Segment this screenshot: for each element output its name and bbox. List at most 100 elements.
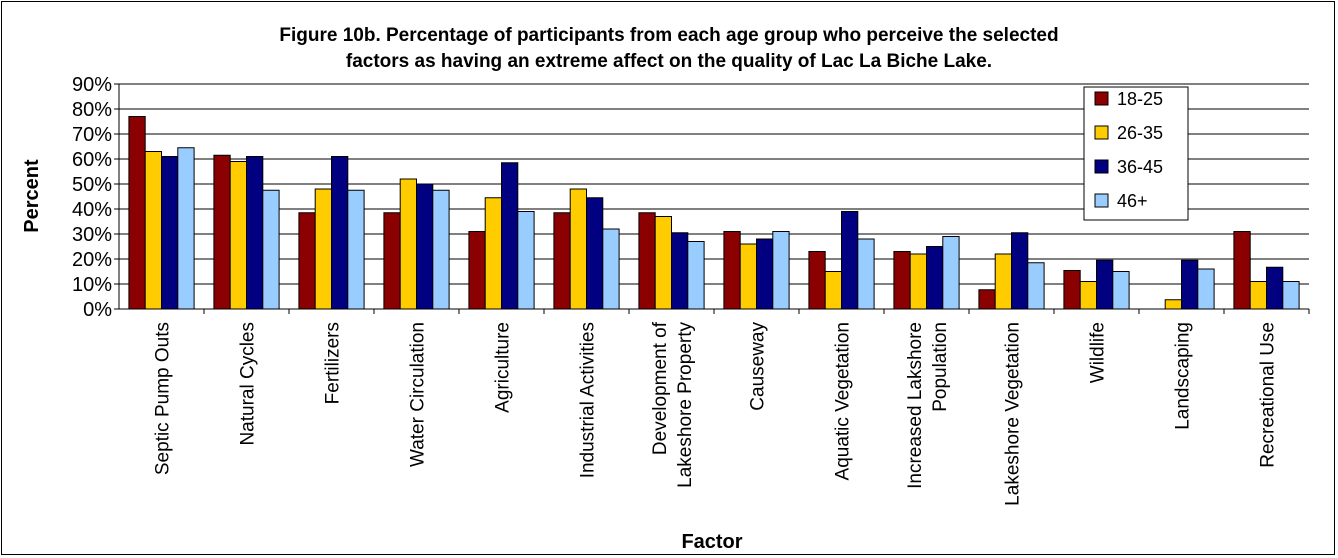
axes	[114, 83, 1310, 314]
y-tick-label: 90%	[72, 74, 112, 96]
x-axis-title: Factor	[681, 531, 742, 553]
bar-18-25	[1063, 270, 1081, 310]
bar-46+	[177, 147, 195, 310]
bar-46+	[347, 189, 365, 310]
bar-18-25	[978, 289, 996, 310]
x-category-label: Agriculture	[493, 322, 514, 413]
bar-26-35	[909, 253, 928, 310]
x-category-label: Septic Pump Outs	[153, 322, 174, 475]
bar-18-25	[553, 212, 571, 310]
bar-26-35	[314, 188, 333, 310]
x-category-label: Development of	[650, 321, 671, 455]
x-category-label: Landscaping	[1173, 322, 1194, 430]
chart-title-line-1: Figure 10b. Percentage of participants f…	[279, 25, 1058, 46]
bar-18-25	[638, 212, 656, 310]
x-category-label: Recreational Use	[1258, 322, 1279, 468]
bar-36-45	[1181, 259, 1199, 310]
bar-36-45	[926, 246, 944, 310]
bar-46+	[687, 241, 705, 310]
bar-18-25	[468, 231, 486, 310]
bar-46+	[942, 236, 960, 310]
bar-26-35	[399, 178, 418, 310]
bar-36-45	[161, 156, 179, 310]
bar-46+	[262, 189, 280, 310]
y-tick-label: 30%	[72, 224, 112, 246]
bar-18-25	[213, 154, 231, 310]
bar-36-45	[416, 183, 434, 310]
bar-36-45	[586, 197, 604, 310]
bar-26-35	[484, 197, 503, 310]
x-category-label: Water Circulation	[408, 322, 429, 467]
bar-26-35	[739, 243, 758, 310]
bar-46+	[1112, 271, 1130, 310]
chart-title-line-2: factors as having an extreme affect on t…	[346, 51, 992, 72]
legend-label: 26-35	[1117, 123, 1163, 143]
bar-26-35	[144, 151, 162, 310]
bar-26-35	[229, 161, 247, 310]
y-tick-labels: 0% 10% 20% 30% 40% 50% 60% 70% 80% 90%	[72, 74, 112, 321]
chart-title: Figure 10b. Percentage of participants f…	[279, 25, 1058, 72]
bar-26-35	[994, 253, 1013, 310]
bar-46+	[1197, 268, 1215, 310]
bar-46+	[857, 238, 875, 310]
bar-36-45	[1096, 259, 1114, 310]
x-category-label: Aquatic Vegetation	[833, 322, 854, 480]
bar-18-25	[298, 212, 316, 310]
y-tick-label: 0%	[83, 299, 112, 321]
x-category-label: Increased Lakshore	[905, 322, 926, 489]
bar-46+	[602, 228, 620, 310]
x-category-label: Lakeshore Vegetation	[1003, 322, 1024, 506]
legend-label: 46+	[1117, 191, 1148, 211]
bar-26-35	[824, 271, 843, 310]
bar-46+	[517, 211, 535, 310]
legend-swatch-18-25	[1094, 91, 1109, 106]
y-tick-label: 20%	[72, 249, 112, 271]
bar-46+	[772, 231, 790, 310]
bar-18-25	[383, 212, 401, 310]
bar-18-25	[808, 251, 826, 310]
bar-46+	[1282, 281, 1300, 310]
bar-36-45	[1011, 232, 1029, 310]
x-category-label: Causeway	[748, 322, 769, 411]
legend-swatch-46+	[1094, 193, 1109, 208]
bar-36-45	[756, 238, 774, 310]
y-tick-label: 10%	[72, 274, 112, 296]
x-category-label: Population	[930, 322, 951, 412]
bars	[128, 116, 1300, 310]
bar-26-35	[1249, 281, 1267, 310]
bar-36-45	[246, 156, 264, 310]
bar-18-25	[128, 116, 146, 310]
bar-36-45	[501, 162, 519, 310]
bar-36-45	[1266, 266, 1284, 310]
x-category-label: Fertilizers	[323, 322, 344, 404]
x-category-labels: Septic Pump Outs Natural Cycles Fertilizer…	[153, 321, 1279, 506]
bar-36-45	[841, 211, 859, 310]
legend-label: 36-45	[1117, 157, 1163, 177]
bar-36-45	[331, 156, 349, 310]
bar-26-35	[1164, 299, 1182, 310]
x-category-label: Natural Cycles	[238, 322, 259, 446]
legend: 18-25 26-35 36-45 46+	[1083, 86, 1189, 221]
bar-26-35	[654, 216, 673, 310]
legend-swatch-36-45	[1094, 159, 1109, 174]
bar-18-25	[1233, 231, 1251, 310]
x-category-label: Lakeshore Property	[675, 322, 696, 488]
bar-26-35	[569, 188, 588, 310]
x-category-label: Industrial Activities	[578, 322, 599, 478]
bar-18-25	[893, 251, 911, 310]
bar-46+	[432, 189, 450, 310]
y-tick-label: 60%	[72, 149, 112, 171]
legend-swatch-26-35	[1094, 125, 1109, 140]
y-tick-label: 70%	[72, 124, 112, 146]
x-category-label: Wildlife	[1088, 322, 1109, 383]
bar-18-25	[723, 231, 741, 310]
y-tick-label: 80%	[72, 99, 112, 121]
y-tick-label: 50%	[72, 174, 112, 196]
bar-26-35	[1079, 281, 1097, 310]
y-tick-label: 40%	[72, 199, 112, 221]
y-axis-title: Percent	[21, 159, 43, 233]
legend-label: 18-25	[1117, 89, 1163, 109]
bar-36-45	[671, 232, 689, 310]
bar-46+	[1027, 262, 1045, 310]
